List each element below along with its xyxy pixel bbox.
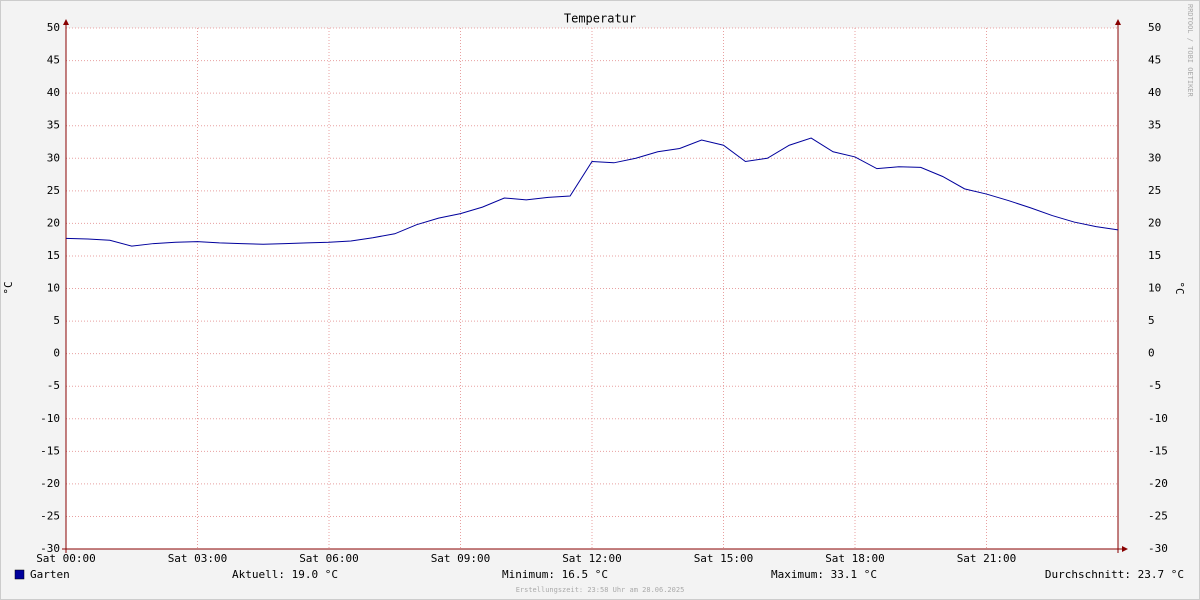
y2-tick-label: 0 [1148, 347, 1155, 360]
y-tick-label: 30 [47, 151, 60, 164]
x-tick-label: Sat 12:00 [562, 552, 622, 565]
y2-tick-label: 20 [1148, 216, 1161, 229]
y-tick-label: -30 [40, 542, 60, 555]
x-tick-label: Sat 03:00 [168, 552, 228, 565]
y-tick-label: 5 [53, 314, 60, 327]
y2-tick-label: -10 [1148, 412, 1168, 425]
x-tick-label: Sat 18:00 [825, 552, 885, 565]
stat-label: Aktuell: 19.0 °C [232, 568, 338, 581]
legend-swatch [14, 569, 25, 580]
y2-tick-label: -15 [1148, 444, 1168, 457]
axis-arrow [63, 19, 69, 25]
footnote: Erstellungszeit: 23:58 Uhr am 28.06.2025 [516, 586, 685, 594]
chart-title: Temperatur [564, 12, 636, 26]
y2-tick-label: 45 [1148, 54, 1161, 67]
y-tick-label: 45 [47, 54, 60, 67]
y-tick-label: 15 [47, 249, 60, 262]
y2-tick-label: 25 [1148, 184, 1161, 197]
y2-tick-label: 30 [1148, 151, 1161, 164]
x-tick-label: Sat 21:00 [957, 552, 1017, 565]
y2-tick-label: 50 [1148, 21, 1161, 34]
y-tick-label: 25 [47, 184, 60, 197]
y2-tick-label: 10 [1148, 282, 1161, 295]
legend-label: Garten [30, 568, 70, 581]
y2-tick-label: 15 [1148, 249, 1161, 262]
y-tick-label: 40 [47, 86, 60, 99]
watermark: RRDTOOL / TOBI OETIKER [1186, 4, 1194, 98]
x-tick-label: Sat 15:00 [694, 552, 754, 565]
y-tick-label: -5 [47, 379, 60, 392]
y-tick-label: 20 [47, 216, 60, 229]
stat-label: Minimum: 16.5 °C [502, 568, 608, 581]
y2-tick-label: 5 [1148, 314, 1155, 327]
x-tick-label: Sat 06:00 [299, 552, 359, 565]
y2-tick-label: -20 [1148, 477, 1168, 490]
y2-tick-label: 35 [1148, 119, 1161, 132]
y2-axis-label: °C [1173, 281, 1186, 294]
y2-tick-label: -5 [1148, 379, 1161, 392]
y-axis-label: °C [2, 281, 15, 294]
y2-tick-label: -25 [1148, 509, 1168, 522]
y-tick-label: -25 [40, 509, 60, 522]
x-tick-label: Sat 00:00 [36, 552, 96, 565]
stat-label: Durchschnitt: 23.7 °C [1045, 568, 1184, 581]
y2-tick-label: 40 [1148, 86, 1161, 99]
y-tick-label: -10 [40, 412, 60, 425]
y-tick-label: -15 [40, 444, 60, 457]
axis-arrow [1122, 546, 1128, 552]
y-tick-label: 50 [47, 21, 60, 34]
axis-arrow [1115, 19, 1121, 25]
stat-label: Maximum: 33.1 °C [771, 568, 877, 581]
x-tick-label: Sat 09:00 [431, 552, 491, 565]
y-tick-label: 10 [47, 282, 60, 295]
y-tick-label: 35 [47, 119, 60, 132]
y-tick-label: -20 [40, 477, 60, 490]
y-tick-label: 0 [53, 347, 60, 360]
data-line [65, 137, 1119, 247]
y2-tick-label: -30 [1148, 542, 1168, 555]
